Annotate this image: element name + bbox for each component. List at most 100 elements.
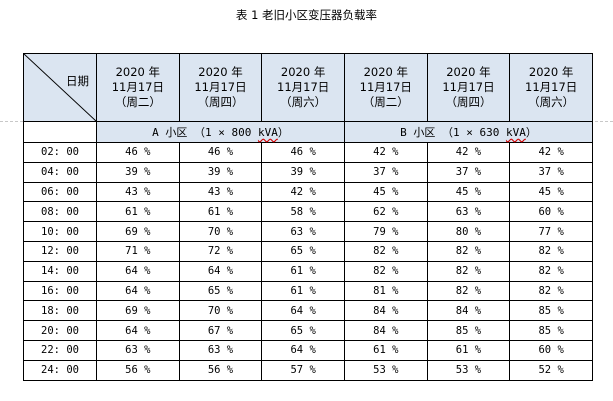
time-cell: 02: 00	[23, 142, 97, 163]
load-rate-cell: 39 %	[178, 161, 263, 183]
load-rate-cell: 79 %	[343, 221, 428, 242]
load-rate-cell: 69 %	[96, 300, 180, 322]
load-rate-cell: 77 %	[509, 221, 593, 242]
date-header-cell: 2020 年 11月17日 （周六）	[509, 53, 593, 122]
header-weekday: （周四）	[197, 95, 244, 109]
load-rate-cell: 39 %	[96, 161, 180, 183]
group-unit: kVA	[505, 126, 526, 139]
load-rate-cell: 80 %	[426, 221, 511, 242]
load-rate-cell: 45 %	[343, 181, 428, 203]
time-cell: 04: 00	[23, 161, 97, 183]
table-body: 02: 00 46 % 46 % 46 % 42 % 42 % 42 % 04: 00 39 %…	[23, 142, 593, 381]
load-rate-cell: 84 %	[426, 300, 511, 322]
load-rate-cell: 64 %	[261, 300, 345, 322]
load-rate-cell: 46 %	[96, 142, 180, 163]
load-rate-cell: 56 %	[96, 359, 180, 381]
date-header-cell: 2020 年 11月17日 （周二）	[343, 53, 428, 122]
load-rate-cell: 64 %	[261, 339, 345, 361]
header-year: 2020 年	[528, 65, 574, 79]
load-rate-cell: 58 %	[261, 201, 345, 223]
header-weekday: （周四）	[445, 95, 492, 109]
load-rate-cell: 69 %	[96, 221, 180, 242]
time-cell: 06: 00	[23, 181, 97, 203]
load-rate-cell: 61 %	[178, 201, 263, 223]
load-rate-cell: 85 %	[426, 320, 511, 341]
load-rate-cell: 37 %	[426, 161, 511, 183]
load-rate-cell: 85 %	[509, 300, 593, 322]
table-row: 04: 00 39 % 39 % 39 % 37 % 37 % 37 %	[23, 161, 593, 183]
load-rate-cell: 85 %	[509, 320, 593, 341]
group-suffix: ）	[525, 126, 537, 139]
table-row: 12: 00 71 % 72 % 65 % 82 % 82 % 82 %	[23, 240, 593, 262]
time-cell: 16: 00	[23, 280, 97, 302]
header-year: 2020 年	[115, 65, 161, 79]
load-rate-cell: 70 %	[178, 300, 263, 322]
time-cell: 22: 00	[23, 339, 97, 361]
load-rate-cell: 70 %	[178, 221, 263, 242]
date-header-cell: 2020 年 11月17日 （周四）	[178, 53, 263, 122]
load-rate-cell: 37 %	[509, 161, 593, 183]
load-rate-cell: 82 %	[343, 260, 428, 282]
table-row: 02: 00 46 % 46 % 46 % 42 % 42 % 42 %	[23, 142, 593, 163]
load-rate-cell: 63 %	[96, 339, 180, 361]
load-rate-cell: 62 %	[343, 201, 428, 223]
header-weekday: （周二）	[362, 95, 409, 109]
load-rate-cell: 42 %	[261, 181, 345, 203]
time-cell: 20: 00	[23, 320, 97, 341]
table-row: 06: 00 43 % 43 % 42 % 45 % 45 % 45 %	[23, 181, 593, 203]
load-rate-cell: 64 %	[96, 260, 180, 282]
corner-header-cell: 日期	[23, 53, 97, 122]
header-date: 11月17日	[442, 80, 495, 94]
load-rate-cell: 56 %	[178, 359, 263, 381]
load-rate-cell: 82 %	[509, 280, 593, 302]
time-cell: 08: 00	[23, 201, 97, 223]
time-cell: 24: 00	[23, 359, 97, 381]
load-rate-cell: 60 %	[509, 339, 593, 361]
load-rate-cell: 64 %	[96, 280, 180, 302]
load-rate-cell: 61 %	[96, 201, 180, 223]
load-rate-table: 日期 2020 年 11月17日 （周二） 2020 年 11月17日 （周四） 202…	[23, 53, 594, 381]
load-rate-cell: 63 %	[426, 201, 511, 223]
date-header-cell: 2020 年 11月17日 （周四）	[426, 53, 511, 122]
load-rate-cell: 61 %	[426, 339, 511, 361]
header-year: 2020 年	[198, 65, 243, 79]
load-rate-cell: 46 %	[178, 142, 263, 163]
load-rate-cell: 61 %	[343, 339, 428, 361]
load-rate-cell: 63 %	[178, 339, 263, 361]
load-rate-cell: 37 %	[343, 161, 428, 183]
table-row: 20: 00 64 % 67 % 65 % 84 % 85 % 85 %	[23, 320, 593, 341]
load-rate-cell: 39 %	[261, 161, 345, 183]
load-rate-cell: 64 %	[178, 260, 263, 282]
group-unit: kVA	[257, 126, 278, 139]
load-rate-cell: 65 %	[261, 240, 345, 262]
load-rate-cell: 42 %	[343, 142, 428, 163]
time-cell: 18: 00	[23, 300, 97, 322]
group-suffix: ）	[277, 126, 289, 139]
load-rate-cell: 65 %	[178, 280, 263, 302]
load-rate-cell: 82 %	[509, 240, 593, 262]
table-row: 08: 00 61 % 61 % 58 % 62 % 63 % 60 %	[23, 201, 593, 223]
table-row: 24: 00 56 % 56 % 57 % 53 % 53 % 52 %	[23, 359, 593, 381]
header-year: 2020 年	[446, 65, 491, 79]
load-rate-cell: 43 %	[178, 181, 263, 203]
group-prefix: B 小区 （1 × 630	[400, 126, 506, 139]
table-row: 22: 00 63 % 63 % 64 % 61 % 61 % 60 %	[23, 339, 593, 361]
load-rate-cell: 81 %	[343, 280, 428, 302]
header-weekday: （周六）	[280, 95, 327, 109]
load-rate-cell: 45 %	[426, 181, 511, 203]
header-date: 11月17日	[359, 80, 412, 94]
load-rate-cell: 53 %	[343, 359, 428, 381]
header-year: 2020 年	[280, 65, 326, 79]
header-date: 11月17日	[111, 80, 164, 94]
load-rate-cell: 84 %	[343, 300, 428, 322]
load-rate-cell: 82 %	[426, 280, 511, 302]
date-header-cell: 2020 年 11月17日 （周二）	[96, 53, 180, 122]
load-rate-cell: 84 %	[343, 320, 428, 341]
load-rate-cell: 82 %	[509, 260, 593, 282]
header-date: 11月17日	[277, 80, 330, 94]
diagonal-line	[24, 54, 96, 121]
date-header-row: 日期 2020 年 11月17日 （周二） 2020 年 11月17日 （周四） 202…	[23, 53, 593, 122]
load-rate-cell: 53 %	[426, 359, 511, 381]
load-rate-cell: 64 %	[96, 320, 180, 341]
load-rate-cell: 82 %	[426, 240, 511, 262]
